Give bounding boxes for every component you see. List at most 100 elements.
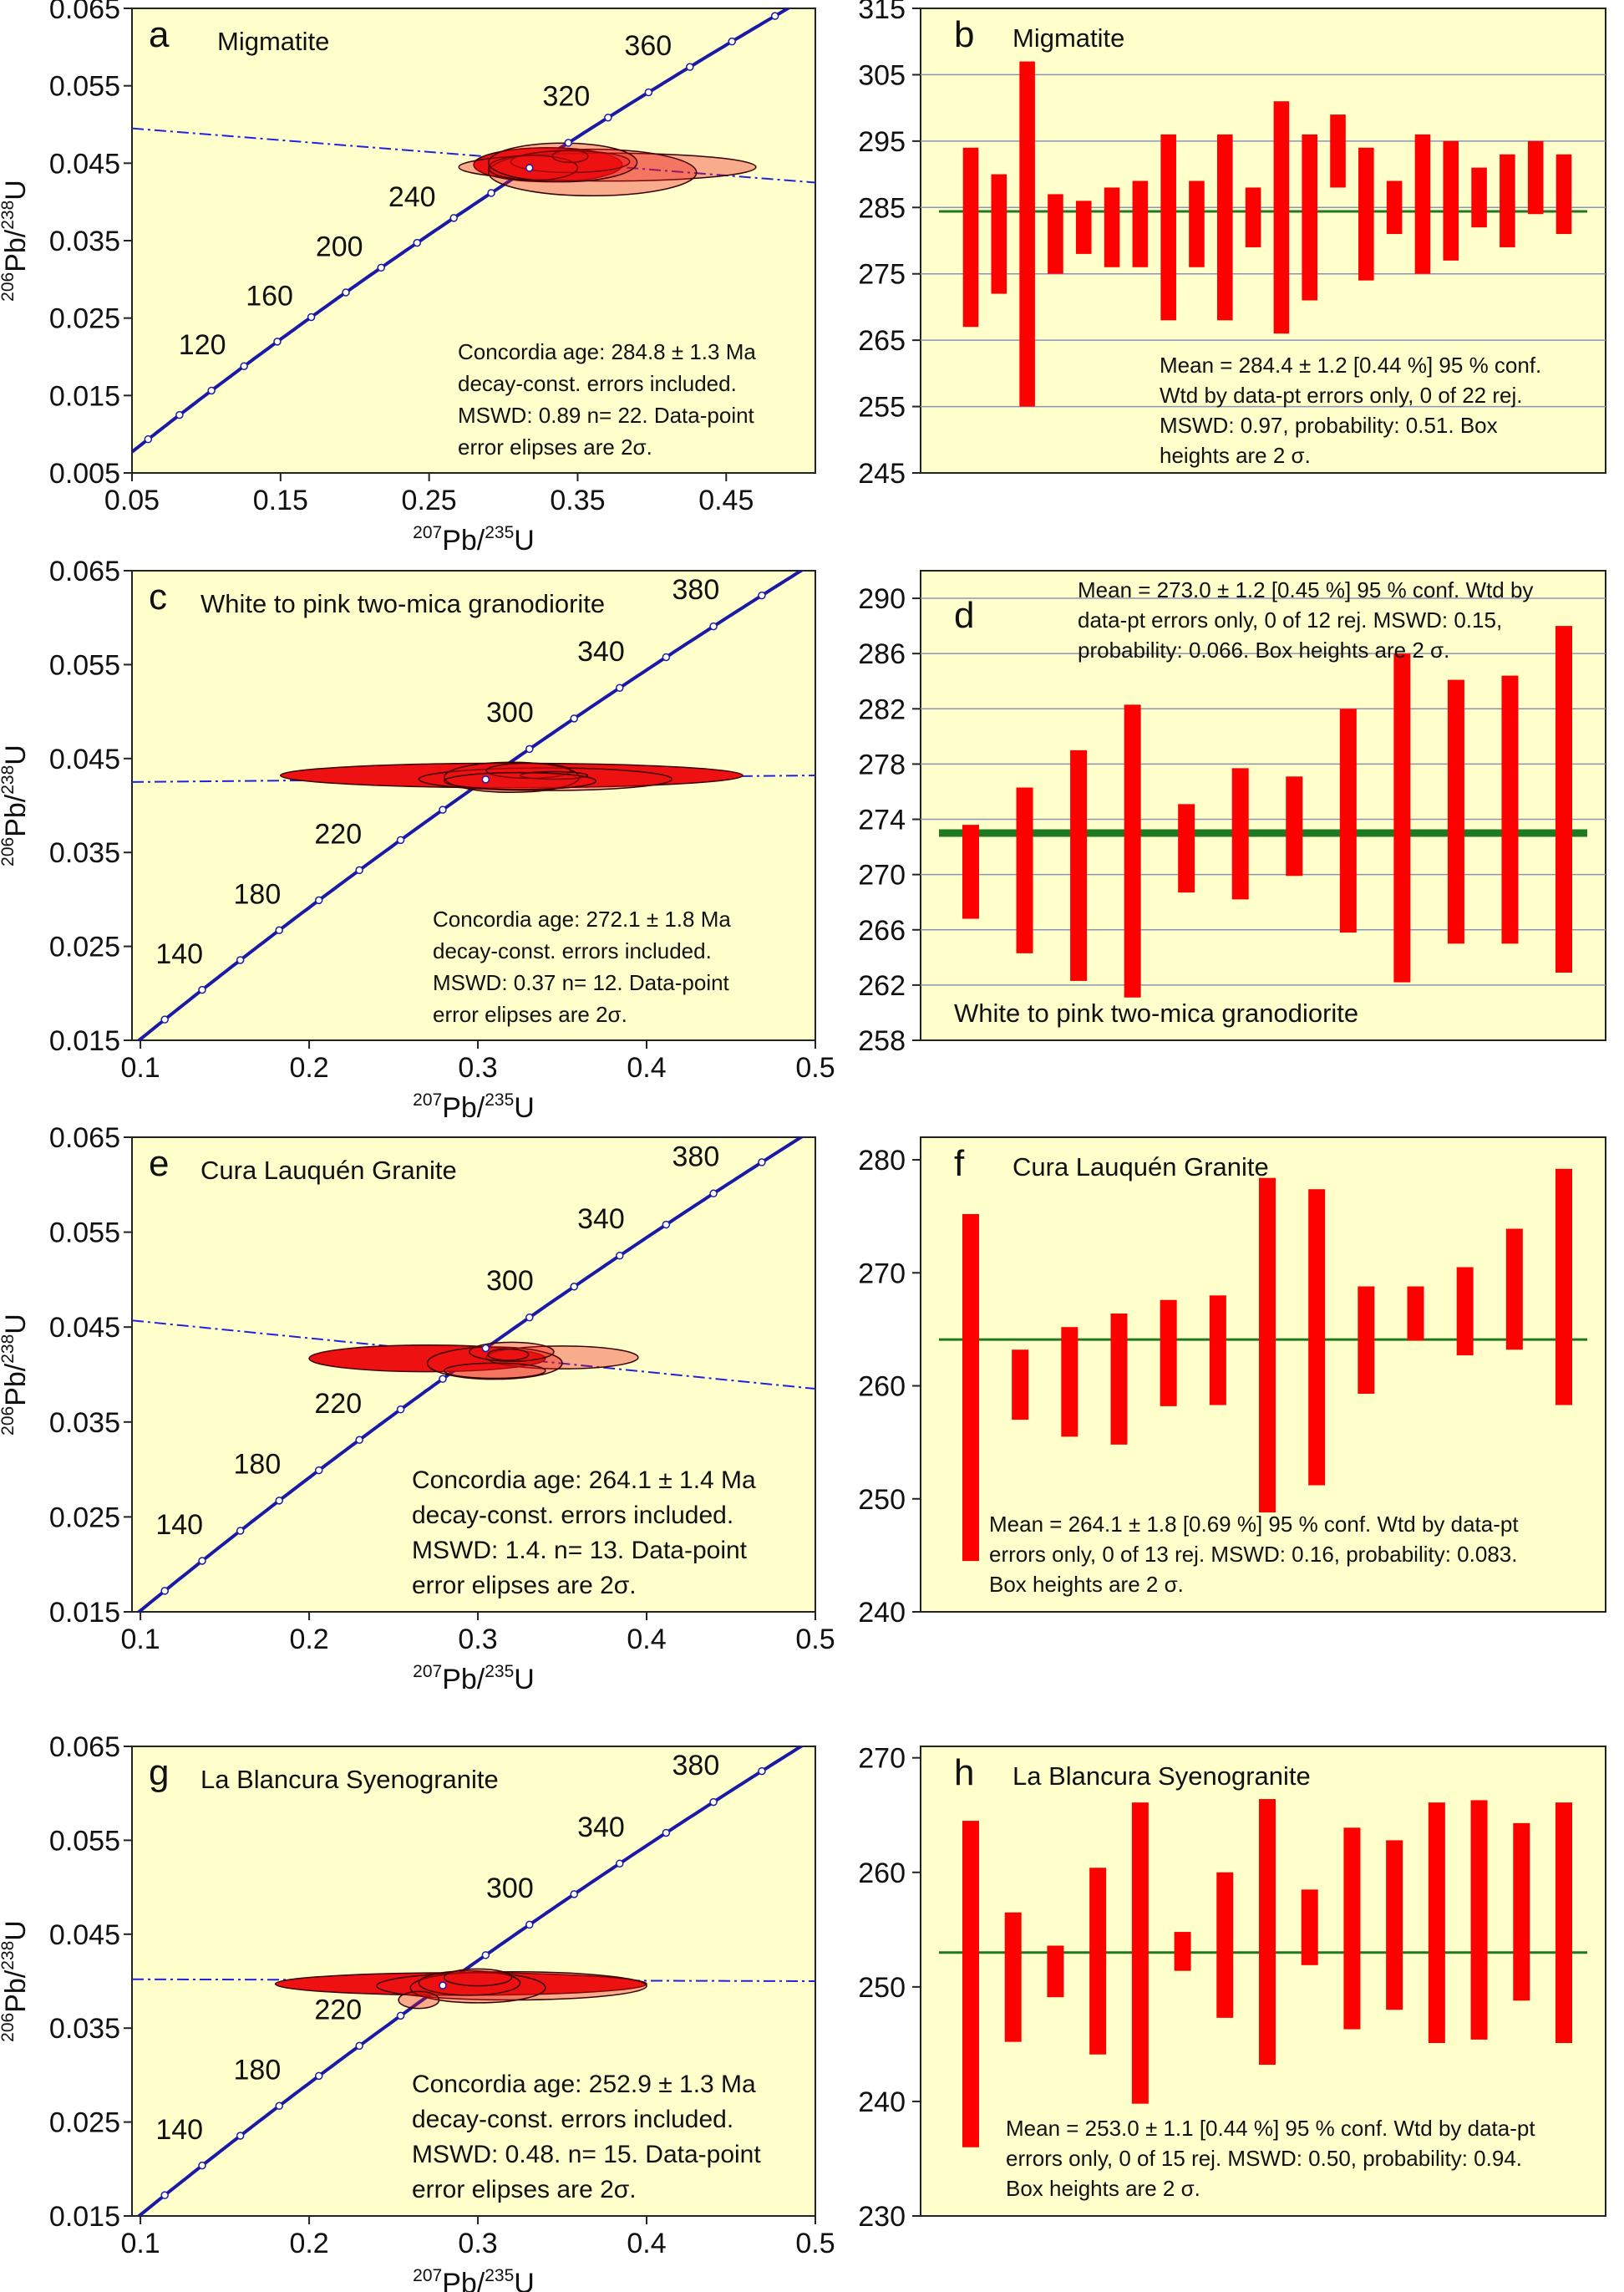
- age-label: 300: [486, 1873, 534, 1904]
- error-bar: [1132, 180, 1149, 267]
- x-axis-title-sup: 235: [485, 1662, 514, 1681]
- error-bar: [1414, 134, 1431, 274]
- y-tick-label: 245: [858, 458, 906, 490]
- age-marker: [198, 985, 206, 994]
- concordia-panel-a: 120 160 200 240 320 360 0.05 0.15 0.25 0.35 0.45 0.…: [0, 0, 816, 556]
- panel-letter: d: [954, 595, 974, 636]
- annotation-line: Mean = 273.0 ± 1.2 [0.45 %] 95 % conf. W…: [1078, 577, 1533, 602]
- age-label: 220: [314, 818, 362, 850]
- error-bar: [1447, 679, 1464, 944]
- age-marker: [160, 2191, 169, 2199]
- age-marker: [377, 263, 385, 272]
- annotation-line: Box heights are 2 σ.: [989, 1572, 1184, 1597]
- annotation-line: data-pt errors only, 0 of 12 rej. MSWD: …: [1078, 607, 1502, 633]
- y-tick-label: 258: [858, 1025, 906, 1057]
- panel-title: Cura Lauquén Granite: [200, 1156, 457, 1185]
- age-label: 360: [624, 30, 672, 62]
- y-tick-label: 0.015: [49, 1597, 120, 1629]
- panel-title: La Blancura Syenogranite: [1012, 1761, 1311, 1791]
- annotation-line: Mean = 284.4 ± 1.2 [0.44 %] 95 % conf.: [1160, 353, 1541, 378]
- age-marker: [355, 866, 363, 875]
- error-bar: [1555, 154, 1572, 235]
- age-label: 220: [314, 1994, 362, 2025]
- y-axis-title-main: Pb/: [0, 229, 32, 272]
- y-axis-title-main: Pb/: [0, 1363, 32, 1406]
- error-bar: [991, 174, 1007, 294]
- error-bar: [1555, 1802, 1572, 2044]
- error-bar: [1104, 187, 1120, 267]
- y-axis-title: 206Pb/238U: [0, 180, 32, 302]
- age-label: 180: [234, 2054, 282, 2086]
- y-tick-label: 0.065: [49, 1122, 120, 1154]
- x-tick-label: 0.15: [253, 485, 308, 516]
- y-tick-label: 278: [858, 749, 906, 780]
- y-tick-label: 315: [858, 0, 906, 25]
- wmean-panel-f: 240 250 260 270 280 f Cura Lauquén Granite Mean…: [858, 1136, 1606, 1629]
- error-bar: [1160, 134, 1176, 321]
- age-label: 340: [577, 1812, 625, 1843]
- x-tick-label: 0.4: [627, 1052, 666, 1084]
- x-axis-title-main: Pb/: [442, 1092, 485, 1124]
- annotation-line: MSWD: 0.37 n= 12. Data-point: [433, 970, 730, 995]
- error-bar: [1259, 1177, 1276, 1512]
- age-marker: [396, 836, 405, 845]
- age-marker: [449, 214, 458, 222]
- y-tick-label: 255: [858, 392, 906, 424]
- x-axis-title: 207Pb/235U: [413, 2266, 535, 2292]
- age-marker: [686, 63, 694, 71]
- y-axis-title-end: U: [0, 1920, 32, 1941]
- x-tick-label: 0.4: [627, 2228, 666, 2259]
- y-tick-label: 260: [858, 1857, 906, 1889]
- age-marker: [808, 1127, 815, 1134]
- discordia-line: [132, 127, 815, 184]
- age-marker: [314, 896, 323, 905]
- y-tick-label: 305: [858, 59, 906, 91]
- y-tick-label: 270: [858, 1258, 906, 1289]
- x-axis-title: 207Pb/235U: [413, 1090, 535, 1124]
- error-bar: [1110, 1313, 1128, 1445]
- age-label: 140: [155, 1509, 203, 1541]
- y-axis-title: 206Pb/238U: [0, 1920, 32, 2042]
- annotation-line: probability: 0.066. Box heights are 2 σ.: [1078, 638, 1449, 663]
- annotation-line: Concordia age: 252.9 ± 1.3 Ma: [412, 2071, 756, 2098]
- age-marker: [728, 37, 736, 46]
- y-tick-label: 0.035: [49, 2013, 120, 2045]
- x-axis-title-end: U: [514, 1092, 535, 1124]
- panel-letter: c: [149, 577, 167, 617]
- annotation-line: error elipses are 2σ.: [412, 2176, 637, 2203]
- age-marker: [273, 338, 282, 346]
- annotation-line: Box heights are 2 σ.: [1006, 2176, 1200, 2201]
- error-bar: [1174, 1932, 1191, 1971]
- age-marker: [275, 926, 283, 934]
- age-label: 380: [672, 1750, 720, 1781]
- annotation-line: MSWD: 0.97, probability: 0.51. Box: [1160, 413, 1498, 438]
- panel-letter: e: [149, 1143, 169, 1184]
- y-tick-label: 0.015: [49, 380, 120, 412]
- age-marker: [175, 410, 184, 419]
- wmean-panel-h: 230 240 250 260 270 h La Blancura Syenogranite…: [858, 1743, 1606, 2233]
- y-tick-label: 0.045: [49, 1919, 120, 1951]
- y-tick-label: 0.055: [49, 1217, 120, 1249]
- y-axis-title-end: U: [0, 1314, 32, 1334]
- y-axis-title-sup: 238: [0, 201, 18, 230]
- annotation-line: Wtd by data-pt errors only, 0 of 22 rej.: [1160, 383, 1522, 408]
- age-marker: [709, 1189, 718, 1198]
- error-ellipse: [488, 142, 638, 183]
- age-marker: [207, 386, 216, 395]
- y-axis-title-end: U: [0, 180, 32, 201]
- x-tick-label: 0.5: [795, 2228, 835, 2259]
- panel-letter: a: [149, 14, 170, 55]
- y-tick-label: 250: [858, 1484, 906, 1516]
- error-bar: [1407, 1286, 1424, 1341]
- error-bar: [1089, 1868, 1107, 2055]
- panel-title: Migmatite: [1012, 23, 1124, 53]
- error-bar: [1339, 709, 1357, 933]
- error-bar: [1527, 140, 1544, 215]
- y-tick-label: 0.035: [49, 1407, 120, 1439]
- age-marker: [808, 561, 815, 567]
- x-axis-title-sup: 207: [413, 1090, 442, 1110]
- age-label: 300: [486, 697, 534, 729]
- age-marker: [481, 775, 490, 784]
- age-marker: [314, 1466, 323, 1475]
